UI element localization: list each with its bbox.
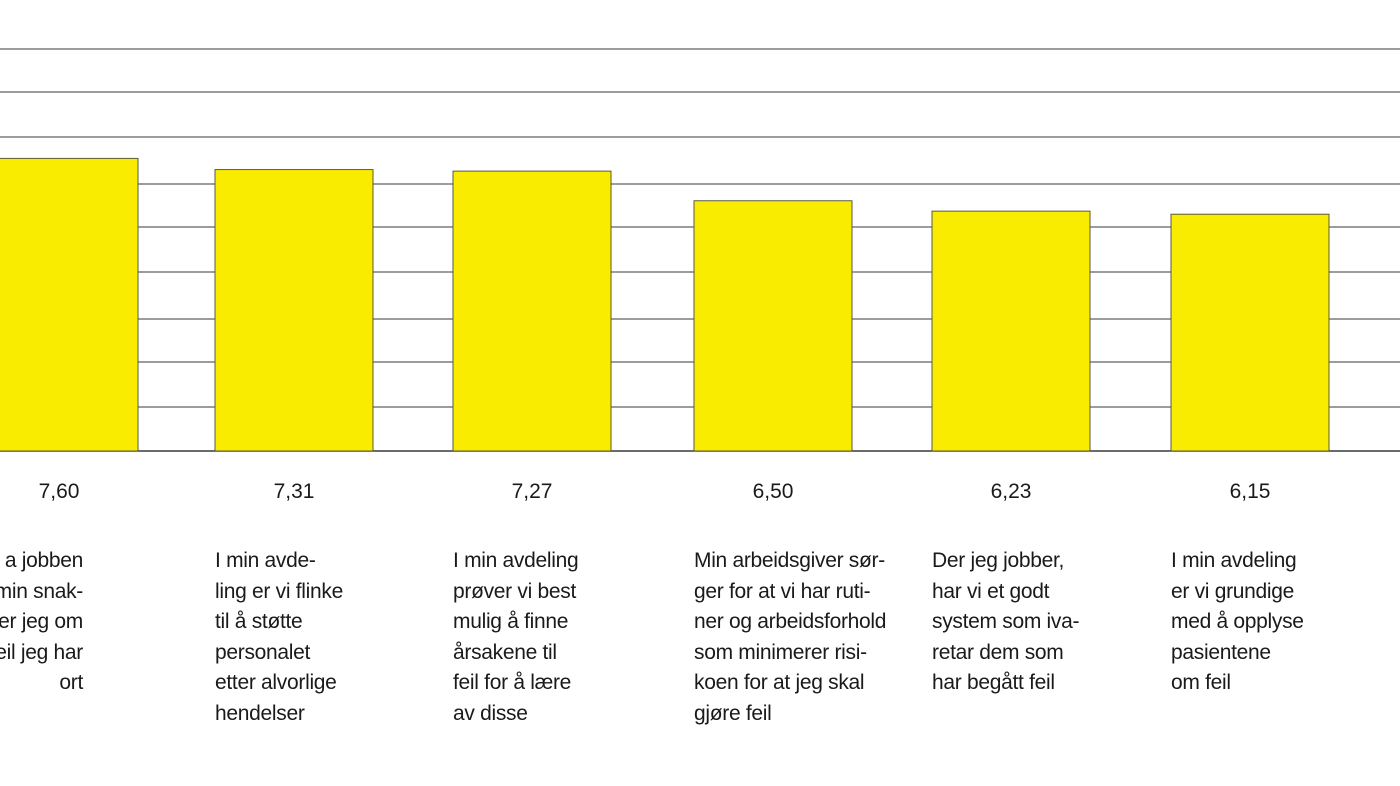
category-label: Min arbeidsgiver sør- ger for at vi har … xyxy=(694,549,887,725)
bar xyxy=(0,157,139,452)
bar xyxy=(1170,213,1330,452)
bar xyxy=(693,200,853,452)
bars xyxy=(0,157,1330,452)
value-label: 7,60 xyxy=(39,480,80,503)
value-label: 7,27 xyxy=(512,480,553,503)
value-label: 6,23 xyxy=(991,480,1032,503)
category-label: a jobben min snak- er jeg om feil jeg ha… xyxy=(0,549,83,694)
bar xyxy=(452,170,612,452)
category-label: I min avde- ling er vi flinke til å støt… xyxy=(215,549,343,725)
value-label: 6,50 xyxy=(753,480,794,503)
category-label: Der jeg jobber, har vi et godt system so… xyxy=(932,549,1080,694)
value-label: 6,15 xyxy=(1230,480,1271,503)
value-labels: 7,60 7,31 7,27 6,50 6,23 6,15 xyxy=(39,480,1271,503)
bar xyxy=(931,210,1091,452)
value-label: 7,31 xyxy=(274,480,315,503)
bar xyxy=(214,169,374,452)
category-label: I min avdeling er vi grundige med å oppl… xyxy=(1171,549,1304,694)
category-label: I min avdeling prøver vi best mulig å fi… xyxy=(453,549,579,725)
